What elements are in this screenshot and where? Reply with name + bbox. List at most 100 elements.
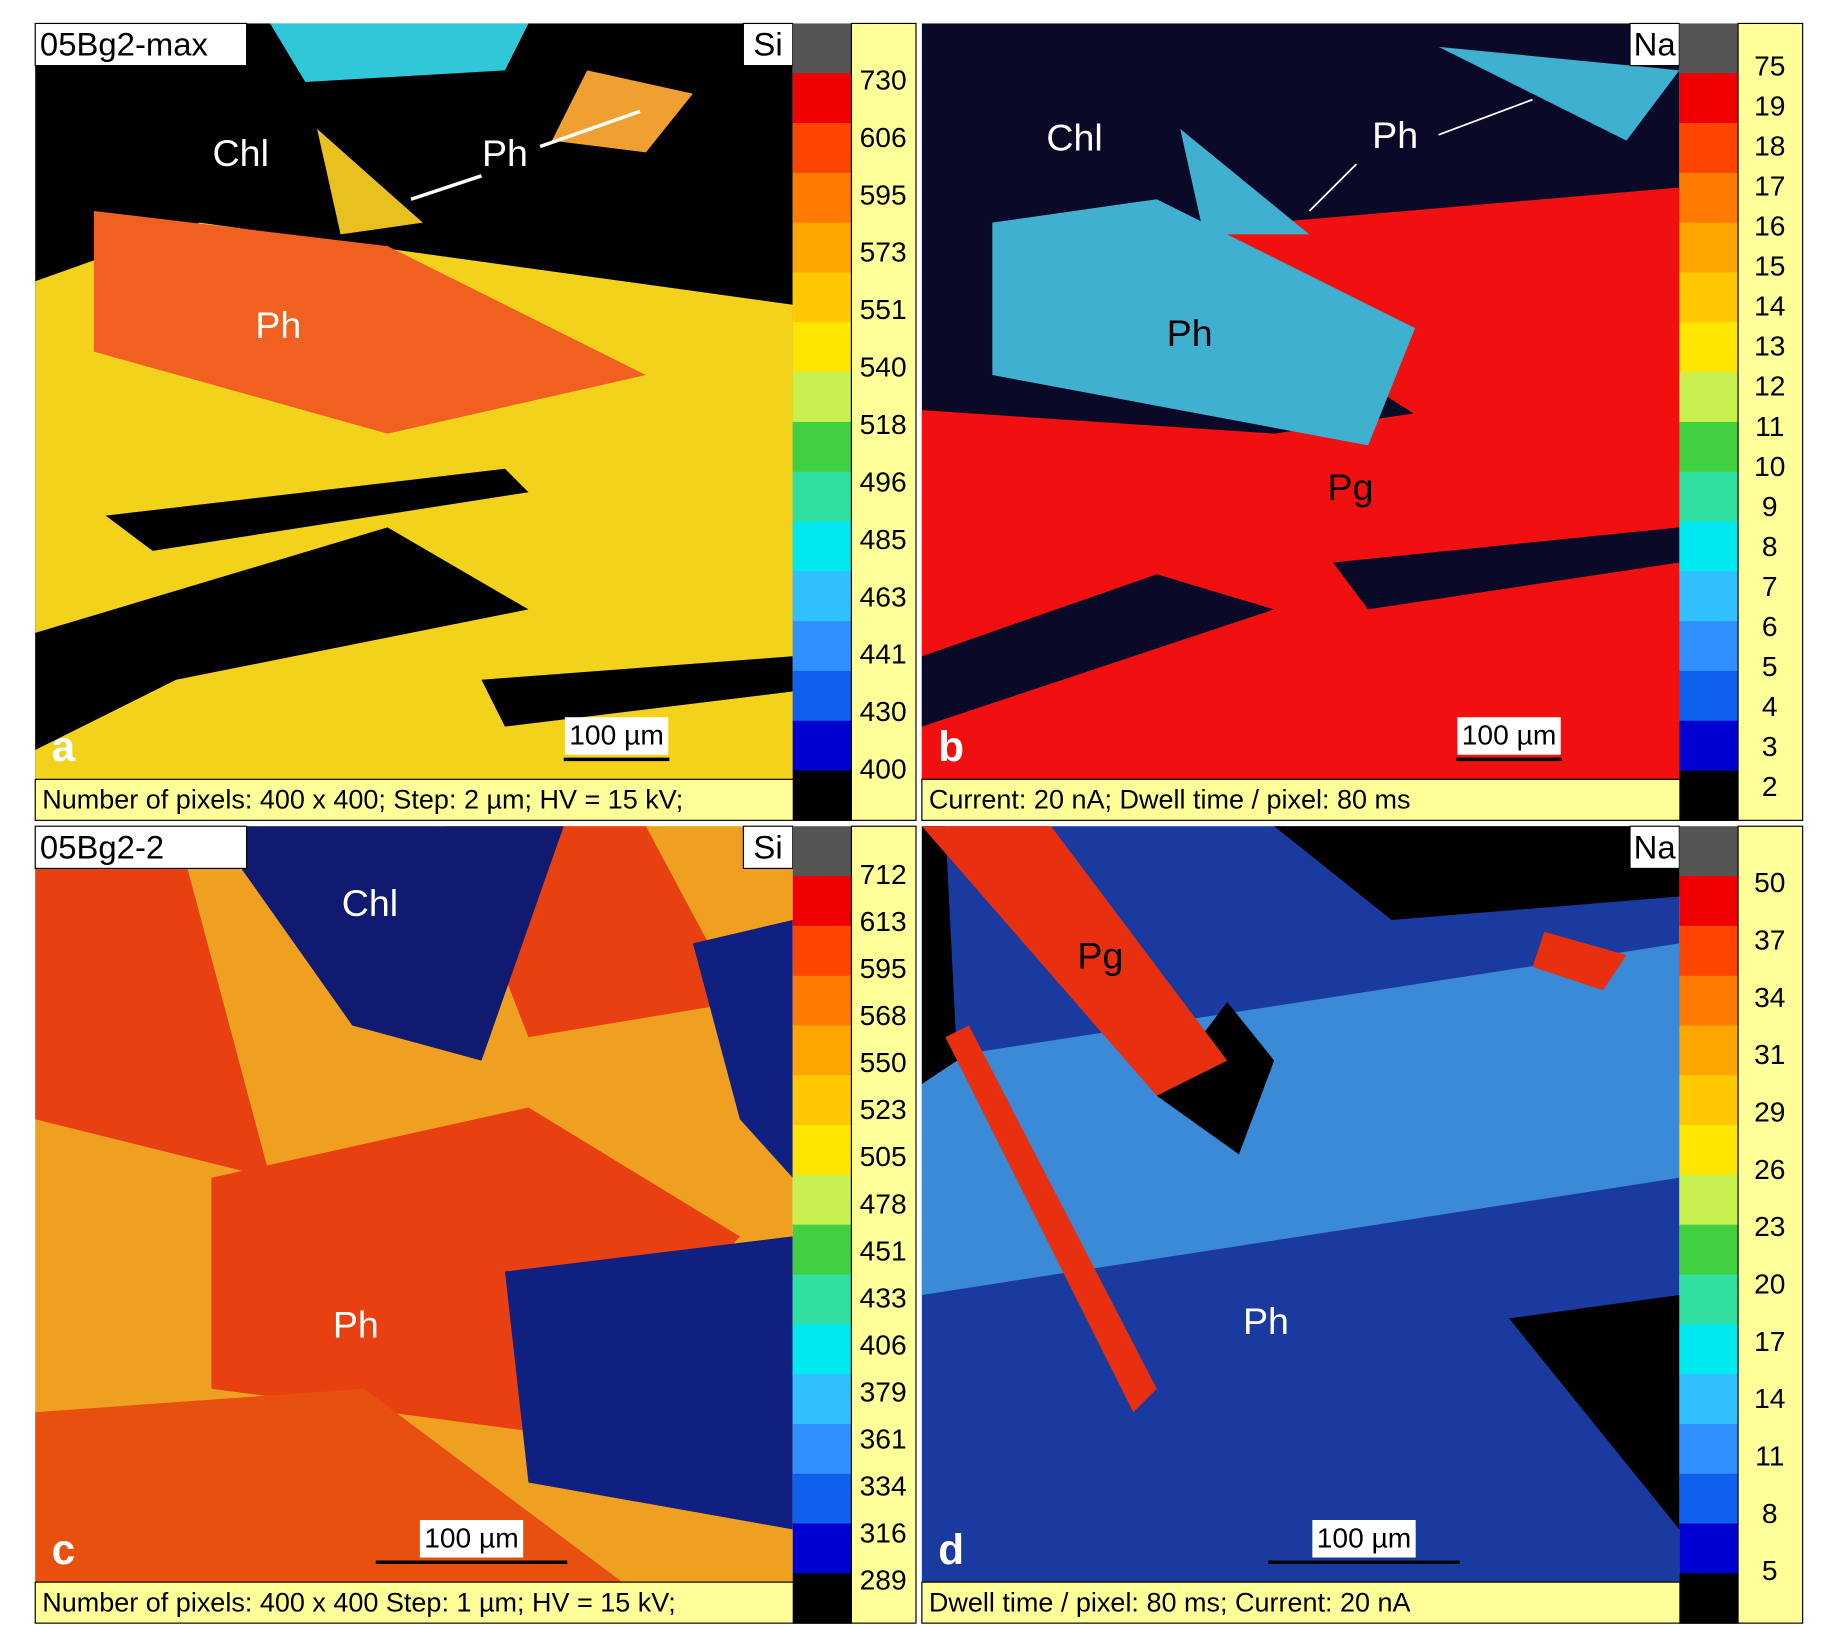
- colorbar-label: 400: [860, 754, 907, 785]
- colorbar-segment: [1679, 876, 1739, 927]
- leader: [1438, 98, 1533, 136]
- mineral-region: [1180, 128, 1310, 235]
- colorbar-segment: [1679, 1523, 1739, 1574]
- panel-letter: a: [52, 723, 76, 770]
- colorbar-segment: [1679, 1075, 1739, 1126]
- mineral-region: [921, 375, 1680, 780]
- colorbar-label-column: [850, 22, 917, 821]
- scale-bar-label: 100 µm: [1317, 1522, 1412, 1553]
- colorbar-label: 730: [860, 64, 907, 95]
- colorbar-label: 37: [1754, 925, 1785, 956]
- colorbar-label: 540: [860, 352, 907, 383]
- scale-bar-box: [419, 1520, 524, 1558]
- colorbar-segment: [792, 1523, 852, 1574]
- colorbar-label: 289: [860, 1565, 907, 1596]
- colorbar-label: 6: [1762, 611, 1778, 642]
- mineral-label: Chl: [342, 882, 398, 924]
- colorbar-segment: [792, 23, 852, 74]
- colorbar-segment: [792, 975, 852, 1027]
- colorbar-segment: [1679, 770, 1739, 821]
- mineral-region: [692, 919, 793, 1178]
- colorbar-segment: [792, 1174, 852, 1226]
- colorbar-label: 12: [1754, 371, 1785, 402]
- colorbar-label: 2: [1762, 771, 1778, 802]
- colorbar-segment: [792, 1025, 852, 1076]
- colorbar-segment: [792, 621, 852, 672]
- colorbar-segment: [1679, 172, 1739, 224]
- scale-bar-label: 100 µm: [569, 720, 664, 751]
- colorbar-segment: [792, 670, 852, 722]
- panel: Chl Ph 05Bg2-2 Si c 100 µm Number of pixels: 4…: [34, 825, 917, 1624]
- colorbar-label: 485: [860, 524, 907, 555]
- colorbar-segment: [1679, 1573, 1739, 1624]
- colorbar-label: 17: [1754, 1326, 1785, 1357]
- caption: Current: 20 nA; Dwell time / pixel: 80 m…: [929, 785, 1411, 815]
- colorbar-label: 17: [1754, 171, 1785, 202]
- sample-box: [34, 825, 248, 869]
- colorbar-label: 441: [860, 639, 907, 670]
- colorbar-label-column: [850, 825, 917, 1624]
- caption-box: [921, 1581, 1739, 1624]
- colorbar-segment: [792, 322, 852, 373]
- caption: Number of pixels: 400 x 400; Step: 2 µm;…: [42, 785, 683, 815]
- colorbar-label: 10: [1754, 451, 1785, 482]
- mineral-region: [35, 826, 271, 1178]
- colorbar-segment: [1679, 1473, 1739, 1525]
- colorbar-segment: [792, 222, 852, 274]
- colorbar-segment: [792, 123, 852, 174]
- colorbar-segment: [1679, 621, 1739, 672]
- colorbar-segment: [1679, 471, 1739, 523]
- panel: Chl Ph Ph Pg Na b 100 µm Current: 20 nA; Dwell …: [921, 22, 1804, 821]
- caption-box: [34, 1581, 852, 1624]
- mineral-region: [1133, 187, 1680, 422]
- colorbar-label: 15: [1754, 251, 1785, 282]
- colorbar-segment: [792, 571, 852, 622]
- colorbar-label: 16: [1754, 211, 1785, 242]
- colorbar-segment: [792, 1573, 852, 1624]
- colorbar-segment: [1679, 670, 1739, 722]
- scale-bar-box: [564, 717, 669, 755]
- colorbar-label: 316: [860, 1518, 907, 1549]
- mineral-region: [921, 826, 958, 1085]
- caption-box: [34, 778, 852, 821]
- colorbar-label: 11: [1755, 1441, 1784, 1472]
- colorbar-label: 26: [1754, 1154, 1785, 1185]
- colorbar-label: 478: [860, 1188, 907, 1219]
- caption: Dwell time / pixel: 80 ms; Current: 20 n…: [929, 1588, 1411, 1618]
- colorbar-segment: [792, 1125, 852, 1176]
- colorbar-label: 34: [1754, 982, 1785, 1013]
- leader: [410, 174, 483, 201]
- mineral-region: [504, 1236, 793, 1530]
- colorbar-segment: [792, 1075, 852, 1126]
- colorbar-segment: [792, 521, 852, 572]
- colorbar-segment: [1679, 1423, 1739, 1475]
- colorbar-label: 550: [860, 1047, 907, 1078]
- colorbar-label: 523: [860, 1094, 907, 1125]
- mineral-label: Chl: [1046, 117, 1102, 159]
- colorbar-label: 451: [860, 1235, 907, 1266]
- colorbar-segment: [1679, 1374, 1739, 1425]
- colorbar-segment: [792, 1274, 852, 1325]
- mineral-region: [1509, 1294, 1680, 1530]
- colorbar-label: 595: [860, 953, 907, 984]
- mineral-label: Ph: [255, 304, 301, 346]
- mineral-label: Pg: [1077, 935, 1123, 977]
- colorbar-label: 361: [860, 1423, 907, 1454]
- colorbar-label: 75: [1754, 50, 1785, 81]
- colorbar-segment: [792, 272, 852, 323]
- colorbar-segment: [1679, 1324, 1739, 1375]
- colorbar-label: 18: [1754, 131, 1785, 162]
- mineral-region: [105, 468, 529, 551]
- scale-bar-box: [1312, 1520, 1416, 1558]
- colorbar-segment: [792, 1423, 852, 1475]
- mineral-label: Ph: [333, 1304, 379, 1346]
- colorbar-segment: [792, 925, 852, 977]
- mineral-label: Ph: [482, 132, 528, 174]
- colorbar-label: 29: [1754, 1097, 1785, 1128]
- colorbar-segment: [792, 1224, 852, 1276]
- mineral-region: [270, 23, 529, 83]
- panel: Chl Ph Ph 05Bg2-max Si a 100 µm Number of pixel…: [34, 22, 917, 821]
- mineral-label: Ph: [1372, 114, 1418, 156]
- panel-letter: d: [938, 1526, 964, 1573]
